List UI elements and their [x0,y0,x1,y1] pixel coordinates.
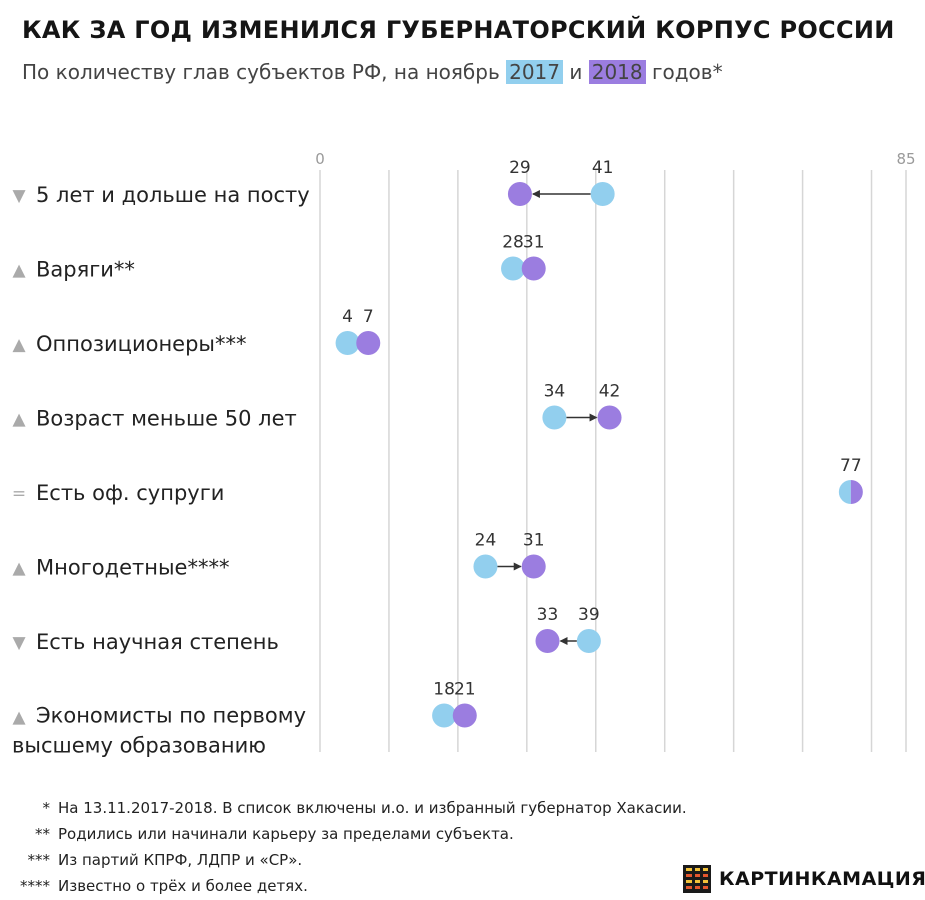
legend-2017: 2017 [506,60,563,84]
subtitle-before: По количеству глав субъектов РФ, на нояб… [22,60,500,84]
category-label: высшему образованию [12,734,266,758]
value-label-2018: 31 [523,233,545,253]
subtitle-mid: и [569,60,583,84]
page-subtitle: По количеству глав субъектов РФ, на нояб… [22,60,723,84]
category-label: Варяги** [36,258,135,282]
footnote: **** Известно о трёх и более детях. [0,873,700,899]
footnote-mark: **** [20,877,50,895]
dot-2018 [452,703,477,728]
dot-2017 [501,256,526,281]
footnote-text: Из партий КПРФ, ЛДПР и «СР». [58,851,303,869]
value-label: 77 [840,456,862,476]
trend-icon: ▼ [12,633,26,653]
value-label-2017: 39 [578,605,600,625]
category-label: Есть научная степень [36,630,279,654]
dot-2017 [576,629,601,653]
legend-2018: 2018 [588,60,646,84]
footnote-mark: * [42,799,51,817]
value-label-2017: 4 [342,307,353,327]
value-label-2017: 28 [502,233,524,253]
category-label: Оппозиционеры*** [36,332,247,356]
footnote-mark: ** [35,825,50,843]
trend-icon: ▲ [12,335,26,355]
value-label-2018: 7 [363,307,374,327]
dot-2018 [850,480,863,504]
logo-text: КАРТИНКАМАЦИЯ [719,868,925,890]
logo: КАРТИНКАМАЦИЯ [683,865,925,893]
dot-chart: 0 85 ▼ 5 лет и дольше на посту 41 29 ▲ Варяги**… [12,150,916,758]
footnote: ** Родились или начинали карьеру за преде… [0,821,700,847]
dot-2017 [432,703,457,728]
footnote-text: На 13.11.2017-2018. В список включены и.… [58,799,687,817]
trend-icon: = [12,484,26,504]
value-label-2018: 31 [523,531,545,551]
trend-icon: ▼ [12,186,26,206]
logo-icon [683,865,711,893]
dot-2018 [535,629,560,653]
value-label-2018: 42 [599,382,621,402]
dot-2017 [335,331,360,355]
dot-2017 [473,554,498,579]
value-label-2017: 41 [592,158,614,178]
dot-2018 [507,182,532,206]
subtitle-after: годов* [651,60,723,84]
footnote-text: Известно о трёх и более детях. [58,877,308,895]
page-title: КАК ЗА ГОД ИЗМЕНИЛСЯ ГУБЕРНАТОРСКИЙ КОРП… [22,16,895,44]
footnote-text: Родились или начинали карьеру за предела… [58,825,514,843]
trend-icon: ▲ [12,261,26,281]
value-label-2018: 21 [454,680,476,700]
trend-icon: ▲ [12,708,26,728]
footnote: *** Из партий КПРФ, ЛДПР и «СР». [0,847,700,873]
footnote-mark: *** [27,851,51,869]
category-label: Есть оф. супруги [36,481,224,505]
value-label-2017: 34 [544,382,566,402]
x-tick-label: 85 [896,150,915,168]
trend-icon: ▲ [12,410,26,430]
category-label: Многодетные**** [36,556,229,580]
dot-2018 [356,331,381,355]
category-label: Возраст меньше 50 лет [36,407,297,431]
footnote: * На 13.11.2017-2018. В список включены и… [0,795,700,821]
dot-2017 [838,480,851,504]
dot-2018 [597,405,622,430]
value-label-2017: 18 [433,680,455,700]
value-label-2018: 29 [509,158,531,178]
trend-icon: ▲ [12,559,26,579]
dot-2018 [521,256,546,281]
value-label-2017: 24 [475,531,497,551]
dot-2017 [590,182,615,206]
dot-2018 [521,554,546,579]
dot-2017 [542,405,567,430]
value-label-2018: 33 [537,605,559,625]
x-tick-label: 0 [315,150,325,168]
category-label: 5 лет и дольше на посту [36,183,310,207]
category-label: Экономисты по первому [36,704,306,728]
footnotes: * На 13.11.2017-2018. В список включены и… [0,795,700,899]
